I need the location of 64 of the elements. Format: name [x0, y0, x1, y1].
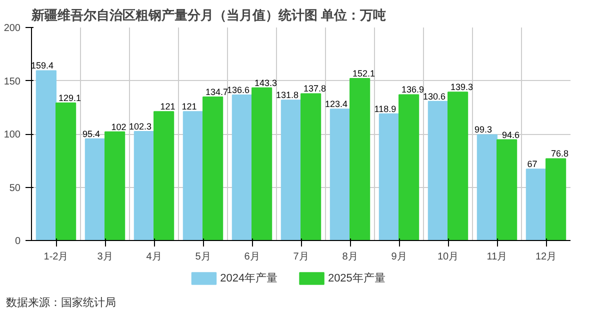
x-tick-label: 5月: [195, 252, 211, 262]
x-tick-label: 12月: [535, 252, 557, 262]
data-label: 102.3: [128, 122, 152, 132]
data-label: 136.6: [226, 85, 250, 96]
x-tick-label: 6月: [244, 252, 260, 262]
bar: [280, 100, 302, 240]
x-tick-label: 4月: [146, 252, 162, 262]
x-tick-label: 9月: [391, 252, 407, 262]
x-tick-label: 1-2月: [44, 252, 68, 262]
bar: [134, 131, 154, 240]
x-tick-label: 7月: [293, 252, 309, 262]
y-tick-label: 100: [4, 130, 21, 140]
data-label: 134.7: [206, 87, 228, 98]
data-label: 67: [527, 159, 538, 170]
x-tick-label: 3月: [97, 252, 113, 262]
y-tick-label: 150: [4, 76, 21, 88]
x-tick-label: 10月: [437, 252, 459, 262]
data-label: 131.8: [276, 90, 298, 100]
data-label: 143.3: [254, 78, 278, 88]
bar: [448, 92, 468, 240]
data-label: 139.3: [450, 82, 474, 92]
bar: [232, 94, 252, 240]
bar: [378, 113, 400, 240]
bar: [496, 139, 518, 240]
bar: [154, 111, 174, 240]
bar: [398, 94, 420, 240]
data-label: 102: [111, 122, 126, 132]
data-label: 121: [160, 102, 176, 112]
bar: [36, 70, 56, 240]
y-tick-label: 0: [14, 236, 21, 247]
bar: [526, 168, 546, 240]
data-label: 95.4: [82, 128, 100, 139]
data-label: 123.4: [324, 99, 348, 110]
bar: [330, 108, 350, 240]
y-tick-label: 50: [9, 182, 21, 194]
data-label: 159.4: [30, 60, 54, 71]
data-label: 137.8: [304, 84, 326, 94]
bar: [350, 78, 370, 240]
bar: [182, 111, 204, 240]
bar: [300, 93, 322, 240]
data-label: 76.8: [551, 148, 569, 159]
data-label: 121: [182, 102, 197, 112]
bar: [476, 134, 498, 240]
legend-label: 2024年产量: [220, 272, 278, 284]
bar: [252, 87, 272, 240]
bar: [104, 131, 126, 240]
legend-label: 2025年产量: [328, 272, 386, 284]
data-label: 118.9: [374, 104, 396, 114]
data-label: 94.6: [502, 130, 520, 140]
bar: [84, 138, 106, 240]
bar: [202, 96, 224, 240]
x-tick-label: 11月: [486, 252, 508, 262]
bar: [546, 158, 566, 240]
chart-title: 新疆维吾尔自治区粗钢产量分月（当月值）统计图 单位：万吨: [30, 8, 386, 22]
bar: [56, 102, 76, 240]
source-note: 数据来源：国家统计局: [6, 296, 116, 311]
bar: [428, 100, 448, 240]
data-label: 152.1: [352, 68, 376, 79]
x-tick-label: 8月: [342, 252, 358, 262]
data-label: 99.3: [474, 124, 492, 135]
data-label: 129.1: [58, 93, 82, 104]
y-tick-label: 200: [4, 23, 21, 34]
data-label: 130.6: [422, 91, 446, 102]
data-label: 136.9: [402, 84, 424, 95]
